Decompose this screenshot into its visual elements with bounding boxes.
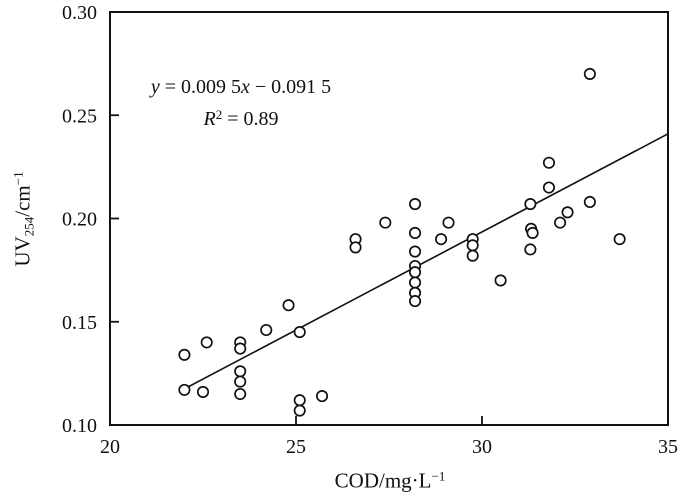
data-point xyxy=(408,276,422,289)
data-point xyxy=(282,299,295,312)
x-tick-label: 30 xyxy=(472,436,492,458)
data-point xyxy=(408,197,422,211)
data-point xyxy=(408,295,422,308)
data-point xyxy=(542,156,556,169)
data-point xyxy=(260,323,273,337)
y-axis-title-exponent: −1 xyxy=(10,171,26,186)
regression-annotation: y = 0.009 5x − 0.091 5 R2 = 0.89 xyxy=(118,74,364,133)
y-tick-label: 0.25 xyxy=(62,105,97,127)
data-point xyxy=(200,336,213,349)
x-tick-label: 25 xyxy=(286,436,306,458)
data-point xyxy=(408,266,422,279)
data-point xyxy=(234,342,247,355)
data-point xyxy=(526,226,539,240)
data-point xyxy=(466,239,479,252)
data-point xyxy=(613,233,626,246)
equation-tail: − 0.091 5 xyxy=(249,76,332,98)
y-tick-label: 0.20 xyxy=(62,209,97,231)
r-value: = 0.89 xyxy=(222,108,279,130)
x-axis-title-main: COD/mg·L xyxy=(334,468,432,493)
data-point xyxy=(178,348,191,361)
data-point xyxy=(178,383,191,396)
data-point xyxy=(435,233,448,246)
data-point xyxy=(196,385,210,399)
y-axis-title: UV254/cm−1 xyxy=(11,171,38,266)
data-point xyxy=(542,181,556,194)
r-symbol: R xyxy=(203,108,216,130)
equation-x-var: x xyxy=(241,76,250,98)
equation-mid: = 0.009 5 xyxy=(159,76,241,98)
equation-y-var: y xyxy=(150,76,160,98)
data-point xyxy=(293,394,306,407)
y-tick-label: 0.30 xyxy=(62,2,97,24)
y-axis-title-mid: /cm xyxy=(10,185,35,217)
x-tick-label: 35 xyxy=(658,436,678,458)
r-squared-text: R2 = 0.89 xyxy=(118,101,364,133)
x-axis-title-exponent: −1 xyxy=(431,468,446,484)
data-point xyxy=(561,206,574,219)
data-point xyxy=(234,375,247,388)
data-point xyxy=(234,365,247,378)
data-point xyxy=(466,249,479,262)
data-point xyxy=(494,274,507,287)
data-point xyxy=(349,241,362,254)
y-axis-title-prefix: UV xyxy=(10,236,35,267)
x-axis-title: COD/mg·L−1 xyxy=(335,469,446,494)
data-point xyxy=(379,216,392,229)
data-point xyxy=(408,226,422,240)
data-point xyxy=(293,326,306,339)
data-point xyxy=(234,387,247,401)
y-tick-label: 0.15 xyxy=(62,312,97,334)
data-point xyxy=(293,404,306,417)
data-point xyxy=(442,216,455,229)
data-point xyxy=(583,195,596,209)
y-tick-label: 0.10 xyxy=(62,415,97,437)
y-axis-title-subscript: 254 xyxy=(21,216,37,237)
regression-equation: y = 0.009 5x − 0.091 5 xyxy=(118,74,364,101)
x-tick-label: 20 xyxy=(100,436,120,458)
data-point xyxy=(524,243,537,256)
trend-line xyxy=(184,133,669,390)
r-exponent: 2 xyxy=(215,107,223,122)
plot-frame xyxy=(109,11,669,426)
data-point xyxy=(408,245,422,258)
data-point xyxy=(583,67,596,80)
data-point xyxy=(524,197,537,211)
data-point xyxy=(554,216,567,229)
data-point xyxy=(315,390,329,403)
